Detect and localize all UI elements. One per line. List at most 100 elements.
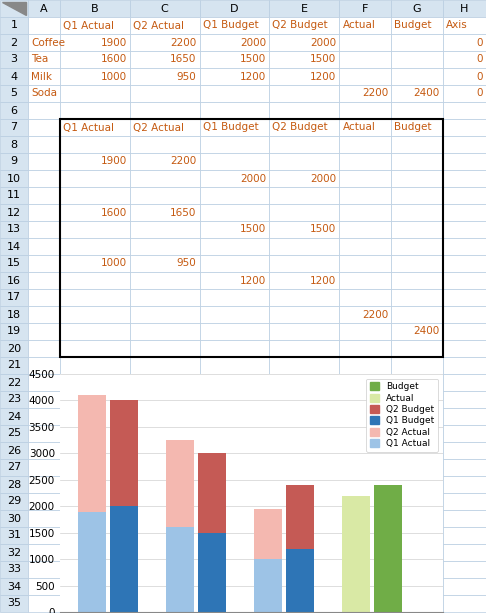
Text: 1200: 1200	[310, 72, 336, 82]
Bar	[443, 136, 486, 153]
Bar	[391, 595, 443, 612]
Bar	[60, 17, 130, 34]
Bar	[60, 578, 130, 595]
Text: 1650: 1650	[170, 55, 196, 64]
Bar	[270, 493, 339, 510]
Bar	[270, 476, 339, 493]
Bar	[0, 510, 28, 527]
Bar	[0, 544, 28, 561]
Bar	[339, 17, 391, 34]
Bar	[339, 34, 391, 51]
Text: 29: 29	[7, 497, 21, 506]
Bar	[339, 255, 391, 272]
Bar	[0, 357, 28, 374]
Bar	[443, 306, 486, 323]
Bar	[28, 272, 60, 289]
Bar	[200, 561, 270, 578]
Bar	[0, 85, 28, 102]
Bar	[200, 527, 270, 544]
Bar	[443, 255, 486, 272]
Bar	[200, 255, 270, 272]
Text: Coffee: Coffee	[31, 37, 65, 47]
Bar	[28, 68, 60, 85]
Text: 17: 17	[7, 292, 21, 302]
Bar	[443, 68, 486, 85]
Text: 26: 26	[7, 446, 21, 455]
Text: 19: 19	[7, 327, 21, 337]
Bar	[130, 68, 200, 85]
Bar	[60, 170, 130, 187]
Bar	[391, 425, 443, 442]
Legend: Budget, Actual, Q2 Budget, Q1 Budget, Q2 Actual, Q1 Actual: Budget, Actual, Q2 Budget, Q1 Budget, Q2…	[366, 378, 438, 452]
Bar	[130, 595, 200, 612]
Bar	[200, 425, 270, 442]
Bar	[270, 306, 339, 323]
Bar	[130, 255, 200, 272]
Bar	[391, 391, 443, 408]
Bar	[78, 511, 106, 612]
Bar	[0, 221, 28, 238]
Bar	[339, 476, 391, 493]
Text: 2200: 2200	[170, 156, 196, 167]
Bar	[339, 51, 391, 68]
Bar	[60, 357, 130, 374]
Bar	[200, 119, 270, 136]
Text: F: F	[362, 4, 368, 13]
Text: Q2 Budget: Q2 Budget	[273, 123, 328, 132]
Bar	[130, 187, 200, 204]
Bar	[339, 153, 391, 170]
Bar	[28, 323, 60, 340]
Bar	[254, 509, 282, 559]
Bar	[0, 595, 28, 612]
Bar	[60, 102, 130, 119]
Text: 0: 0	[476, 37, 483, 47]
Bar	[130, 391, 200, 408]
Text: Q2 Actual: Q2 Actual	[133, 123, 184, 132]
Bar	[443, 340, 486, 357]
Text: 9: 9	[10, 156, 17, 167]
Bar	[130, 119, 200, 136]
Bar	[130, 85, 200, 102]
Text: 25: 25	[7, 428, 21, 438]
Bar	[60, 289, 130, 306]
Bar	[200, 238, 270, 255]
Bar	[166, 440, 194, 527]
Bar	[270, 238, 339, 255]
Bar	[0, 68, 28, 85]
Bar	[339, 493, 391, 510]
Bar	[110, 506, 138, 612]
Text: 10: 10	[7, 173, 21, 183]
Text: 27: 27	[7, 462, 21, 473]
Bar	[339, 595, 391, 612]
Text: 950: 950	[177, 72, 196, 82]
Bar	[391, 578, 443, 595]
Text: 31: 31	[7, 530, 21, 541]
Bar	[443, 391, 486, 408]
Bar	[339, 527, 391, 544]
Bar	[28, 544, 60, 561]
Bar	[28, 527, 60, 544]
Bar	[391, 527, 443, 544]
Bar	[270, 527, 339, 544]
Bar	[443, 425, 486, 442]
Bar	[0, 0, 28, 17]
Bar	[391, 289, 443, 306]
Polygon shape	[2, 2, 26, 15]
Bar	[0, 238, 28, 255]
Bar	[28, 221, 60, 238]
Bar	[443, 17, 486, 34]
Bar	[339, 102, 391, 119]
Bar	[130, 459, 200, 476]
Bar	[130, 170, 200, 187]
Bar	[28, 289, 60, 306]
Bar	[60, 442, 130, 459]
Bar	[443, 442, 486, 459]
Text: 18: 18	[7, 310, 21, 319]
Text: 3: 3	[11, 55, 17, 64]
Bar	[130, 323, 200, 340]
Bar	[443, 510, 486, 527]
Bar	[28, 187, 60, 204]
Bar	[130, 204, 200, 221]
Text: 1600: 1600	[100, 207, 126, 218]
Bar	[200, 510, 270, 527]
